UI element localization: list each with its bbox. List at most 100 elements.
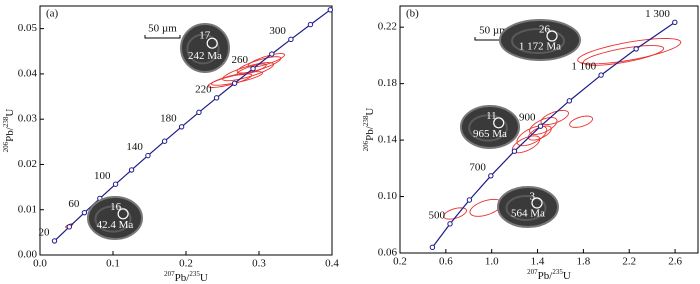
age-label: 500 xyxy=(429,209,446,221)
error-ellipse xyxy=(540,109,569,126)
age-label: 260 xyxy=(232,54,249,66)
age-label: 60 xyxy=(68,198,80,210)
x-tick-label: 0.2 xyxy=(179,258,193,270)
panel-label: (a) xyxy=(46,8,59,20)
y-axis-label-part: Pb/ xyxy=(4,126,16,142)
analysis-spot xyxy=(546,30,558,42)
spot-number: 16 xyxy=(110,201,122,213)
analysis-spot xyxy=(531,197,543,209)
age-label: 900 xyxy=(519,112,536,124)
y-axis-label-part: 238 xyxy=(2,116,10,127)
spot-age: 242 Ma xyxy=(188,50,222,62)
y-tick-label: 0.18 xyxy=(378,77,398,89)
age-marker xyxy=(51,238,58,244)
x-axis-label-part: 235 xyxy=(552,268,563,276)
x-axis-label-part: Pb/ xyxy=(175,272,191,284)
y-tick-label: 0.03 xyxy=(18,113,38,125)
age-marker xyxy=(488,173,494,179)
age-label: 180 xyxy=(160,112,177,124)
error-ellipse xyxy=(469,198,503,217)
age-label: 220 xyxy=(195,83,212,95)
zircon-zoning xyxy=(468,114,508,142)
y-axis-label-part: U xyxy=(364,108,376,116)
age-marker xyxy=(307,21,314,28)
spot-number: 17 xyxy=(199,30,211,42)
y-tick-label: 0.01 xyxy=(18,203,37,215)
spot-age: 965 Ma xyxy=(473,128,507,140)
x-tick-label: 0.3 xyxy=(252,258,266,270)
scale-bar xyxy=(144,35,181,39)
age-label: 700 xyxy=(469,161,486,173)
zircon-zoning xyxy=(511,28,565,54)
y-tick-label: 0.22 xyxy=(378,21,397,33)
age-marker xyxy=(231,80,238,86)
x-tick-label: 2.6 xyxy=(668,256,682,268)
y-axis-label-part: Pb/ xyxy=(364,125,376,141)
zircon-zoning xyxy=(94,205,132,233)
spot-age: 42.4 Ma xyxy=(97,219,134,231)
age-marker xyxy=(288,36,294,43)
age-label: 1 100 xyxy=(571,61,596,73)
age-marker xyxy=(250,65,256,72)
x-tick-label: 0.1 xyxy=(106,258,120,270)
age-label: 140 xyxy=(126,141,143,153)
plot-frame xyxy=(399,5,699,254)
y-tick-label: 0.02 xyxy=(18,158,37,170)
concordia-curve xyxy=(431,21,676,248)
age-marker xyxy=(178,124,185,130)
age-marker xyxy=(537,123,544,129)
x-axis-label-part: U xyxy=(563,270,571,282)
error-ellipse xyxy=(582,45,665,66)
x-axis-label-part: 207 xyxy=(527,268,538,276)
y-axis-label-part: 206 xyxy=(362,140,370,151)
x-axis-label-part: U xyxy=(200,272,208,284)
age-marker xyxy=(269,51,275,57)
x-axis-label-part: 207 xyxy=(164,270,175,278)
error-ellipse xyxy=(569,115,594,128)
age-marker xyxy=(112,181,119,187)
spot-number: 3 xyxy=(530,191,536,203)
y-axis-label-part: 206 xyxy=(2,141,10,152)
analysis-spot xyxy=(117,208,129,220)
age-marker xyxy=(128,167,135,173)
age-label: 100 xyxy=(94,170,111,182)
age-marker xyxy=(511,148,518,154)
age-label: 20 xyxy=(39,226,51,238)
zircon-zoning xyxy=(505,195,547,221)
x-tick-label: 1.4 xyxy=(531,256,545,268)
x-tick-label: 0.6 xyxy=(439,256,453,268)
age-marker xyxy=(447,221,453,227)
y-axis-label: 206Pb/238U xyxy=(362,108,376,152)
analysis-spot xyxy=(493,117,505,129)
error-ellipse xyxy=(247,53,286,68)
y-tick-label: 0.06 xyxy=(378,247,398,259)
age-marker xyxy=(66,224,73,230)
age-marker xyxy=(672,19,678,26)
x-tick-label: 0.2 xyxy=(393,256,407,268)
x-axis-label-part: Pb/ xyxy=(538,270,554,282)
panel-label: (b) xyxy=(406,8,419,20)
y-tick-label: 0.10 xyxy=(378,190,398,202)
x-axis-label: 207Pb/235U xyxy=(527,268,571,282)
x-tick-label: 2.2 xyxy=(622,256,636,268)
age-marker xyxy=(213,95,220,101)
age-marker xyxy=(145,152,151,159)
age-marker xyxy=(633,46,639,52)
age-marker xyxy=(598,72,604,78)
age-label: 300 xyxy=(269,25,286,37)
age-marker xyxy=(196,109,202,116)
x-axis-label: 207Pb/235U xyxy=(164,270,208,284)
y-tick-label: 0.05 xyxy=(18,22,38,34)
scale-bar-label: 50 µm xyxy=(148,23,177,35)
age-marker xyxy=(566,98,573,104)
y-tick-label: 0.04 xyxy=(18,67,38,79)
y-axis-label-part: 238 xyxy=(362,115,370,126)
y-tick-label: 0.14 xyxy=(378,134,398,146)
y-tick-label: 0.00 xyxy=(18,249,38,261)
error-ellipse xyxy=(511,135,541,154)
x-tick-label: 1.8 xyxy=(577,256,591,268)
zircon-zoning xyxy=(186,33,220,65)
x-tick-label: 0.0 xyxy=(33,258,47,270)
spot-age: 564 Ma xyxy=(511,208,545,220)
